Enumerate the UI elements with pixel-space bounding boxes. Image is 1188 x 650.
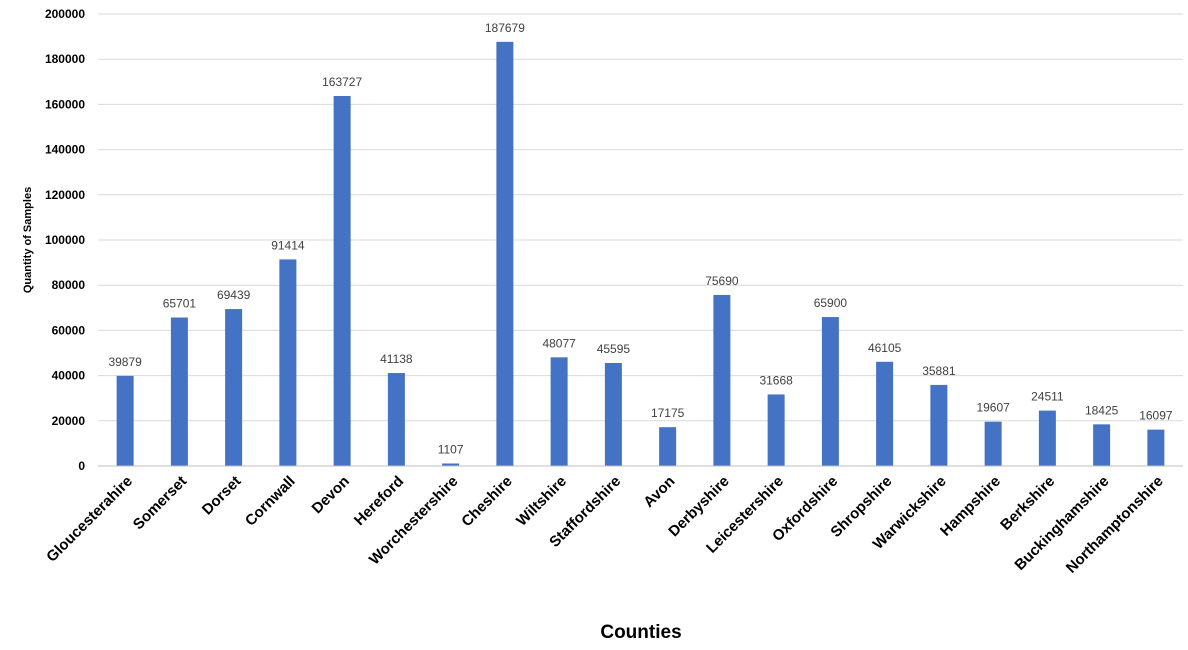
data-label: 39879 [108,355,142,369]
bar [1038,410,1056,466]
x-tick-label: Cornwall [242,473,299,530]
x-axis-title: Counties [600,622,681,643]
data-label: 65900 [814,296,848,310]
bar [876,361,894,466]
bar [767,394,785,466]
data-label: 187679 [485,21,525,35]
y-tick-label: 200000 [45,7,85,21]
x-tick-label: Avon [640,473,678,511]
data-label: 1107 [438,442,464,456]
data-label: 17175 [651,406,685,420]
bar [930,384,948,466]
bar [1093,424,1111,466]
data-label: 75690 [705,274,739,288]
y-tick-label: 180000 [45,52,85,66]
x-tick-label: Northamptonshire [1063,473,1167,577]
data-label: 91414 [271,238,305,252]
bar [604,362,622,466]
bar [496,41,514,466]
bar [279,259,297,466]
gridlines [98,13,1183,422]
x-tick-label: Dorset [199,473,245,519]
data-label: 65701 [163,297,197,311]
x-tick-label: Somerset [130,473,190,533]
y-tick-label: 140000 [45,143,85,157]
data-label: 19607 [976,401,1010,415]
bar [550,357,568,466]
data-label: 18425 [1085,403,1119,417]
y-tick-label: 100000 [45,233,85,247]
y-tick-label: 40000 [52,369,86,383]
data-label: 163727 [322,75,362,89]
bar [984,421,1002,466]
bar [333,95,351,466]
bar [821,317,839,466]
x-tick-label: Cheshire [458,473,515,530]
data-labels: 39879 65701 69439 91414 163727 41138 1107 18767… [108,21,1172,457]
bar [225,309,243,466]
y-tick-label: 20000 [52,414,86,428]
data-label: 24511 [1031,390,1064,404]
bar [1147,429,1165,466]
bar [170,317,188,466]
y-tick-label: 0 [78,459,85,473]
data-label: 46105 [868,341,902,355]
bar [116,375,134,466]
y-axis-title: Quantity of Samples [22,187,34,293]
x-tick-label: Gloucesterahire [43,473,136,566]
bar [713,294,731,466]
y-tick-label: 160000 [45,97,85,111]
data-label: 45595 [597,342,631,356]
data-label: 69439 [217,288,251,302]
data-label: 16097 [1139,409,1173,423]
x-tick-label: Devon [309,473,353,517]
data-label: 48077 [542,336,576,350]
x-tick-label: Hereford [351,473,407,529]
x-tick-label: Wiltshire [513,473,570,530]
y-tick-label: 60000 [52,323,86,337]
bar [442,463,460,466]
bar [659,427,677,466]
data-label: 31668 [759,373,793,387]
bar [387,373,405,466]
y-axis-ticks: 0 20000 40000 60000 80000 100000 120000 140000 1… [45,7,85,473]
data-label: 41138 [380,352,413,366]
data-label: 35881 [922,364,956,378]
x-tick-label: Buckinghamshire [1011,473,1112,574]
y-tick-label: 120000 [45,188,85,202]
bars [116,41,1165,466]
y-tick-label: 80000 [52,278,86,292]
